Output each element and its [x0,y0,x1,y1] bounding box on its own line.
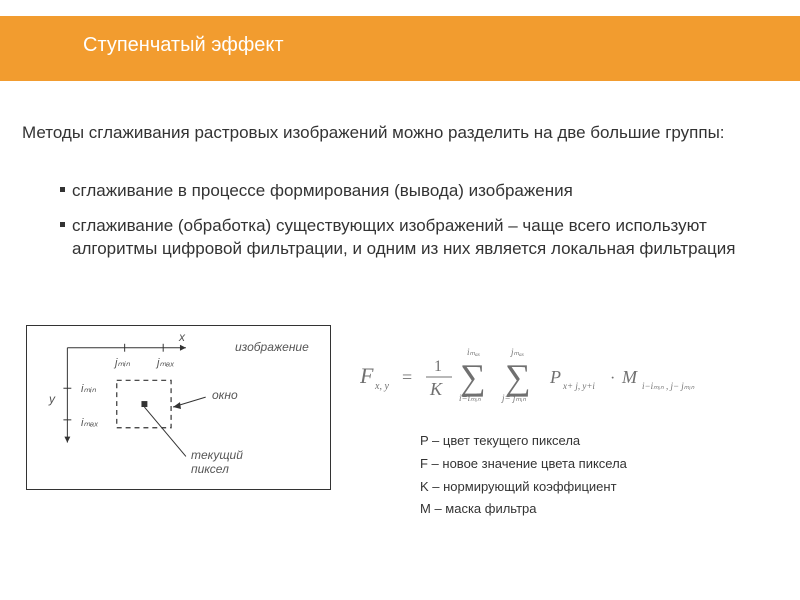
svg-text:i=iₘᵢₙ: i=iₘᵢₙ [459,393,481,403]
svg-text:M: M [621,367,638,387]
window-label: окно [212,388,238,402]
svg-text:i−iₘᵢₙ , j− jₘᵢₙ: i−iₘᵢₙ , j− jₘᵢₙ [642,381,695,391]
legend: P – цвет текущего пиксела F – новое знач… [420,430,627,521]
current-pixel-label: текущий пиксел [191,448,243,476]
legend-M: M – маска фильтра [420,498,627,521]
formula: F x, y = 1 K ∑ iₘₐₓ i=iₘᵢₙ ∑ jₘₐₓ j= jₘᵢ… [360,345,790,405]
imax-label: iₘₐₓ [81,416,98,429]
bullets-list: сглаживание в процессе формирования (выв… [60,180,760,273]
legend-K: K – нормирующий коэффициент [420,476,627,499]
svg-text:P: P [549,367,561,387]
svg-text:x, y: x, y [374,381,389,392]
diagram-container: x y jₘᵢₙ jₘₐₓ iₘᵢₙ iₘₐₓ изображение окно… [26,325,331,490]
svg-text:j= jₘᵢₙ: j= jₘᵢₙ [501,393,526,403]
image-label: изображение [235,340,309,354]
svg-text:iₘₐₓ: iₘₐₓ [467,347,481,357]
svg-text:∑: ∑ [505,357,531,397]
jmax-label: jₘₐₓ [157,356,174,369]
svg-text:jₘₐₓ: jₘₐₓ [510,347,525,357]
axis-y-label: y [49,392,55,406]
intro-text: Методы сглаживания растровых изображений… [22,122,742,144]
svg-text:x+ j, y+i: x+ j, y+i [562,381,595,391]
bullet-text: сглаживание в процессе формирования (выв… [72,181,573,200]
svg-text:·: · [610,370,615,387]
axis-x-label: x [179,330,185,344]
formula-F: F [360,363,374,388]
jmin-label: jₘᵢₙ [115,356,130,369]
svg-text:1: 1 [434,358,442,375]
bullet-item: сглаживание (обработка) существующих изо… [60,215,760,261]
svg-text:=: = [402,367,412,387]
legend-F: F – новое значение цвета пиксела [420,453,627,476]
bullet-text: сглаживание (обработка) существующих изо… [72,216,735,258]
svg-text:K: K [429,379,443,399]
bullet-item: сглаживание в процессе формирования (выв… [60,180,760,203]
legend-P: P – цвет текущего пиксела [420,430,627,453]
page-title: Ступенчатый эффект [83,34,284,57]
svg-text:∑: ∑ [460,357,486,397]
imin-label: iₘᵢₙ [81,382,96,395]
